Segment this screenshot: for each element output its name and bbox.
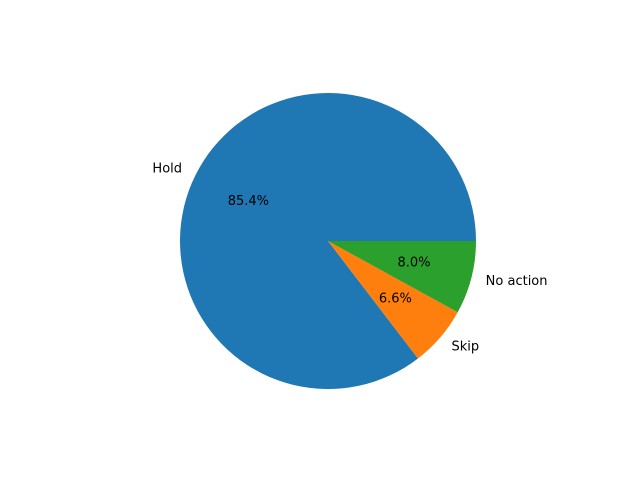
slice-percent-hold: 85.4%	[228, 194, 269, 209]
pie-slices	[180, 93, 476, 390]
slice-label-no-action: No action	[486, 274, 548, 289]
pie-slice-skip	[328, 241, 458, 359]
slice-percent-skip: 6.6%	[379, 291, 412, 306]
pie-slice-hold	[180, 93, 476, 390]
slice-percent-no-action: 8.0%	[397, 256, 430, 271]
slice-label-hold: Hold	[152, 161, 182, 176]
slice-label-skip: Skip	[451, 340, 479, 355]
pie-labels: Hold 85.4% Skip 6.6% No action 8.0%	[152, 161, 547, 354]
pie-slice-no-action	[328, 241, 476, 313]
